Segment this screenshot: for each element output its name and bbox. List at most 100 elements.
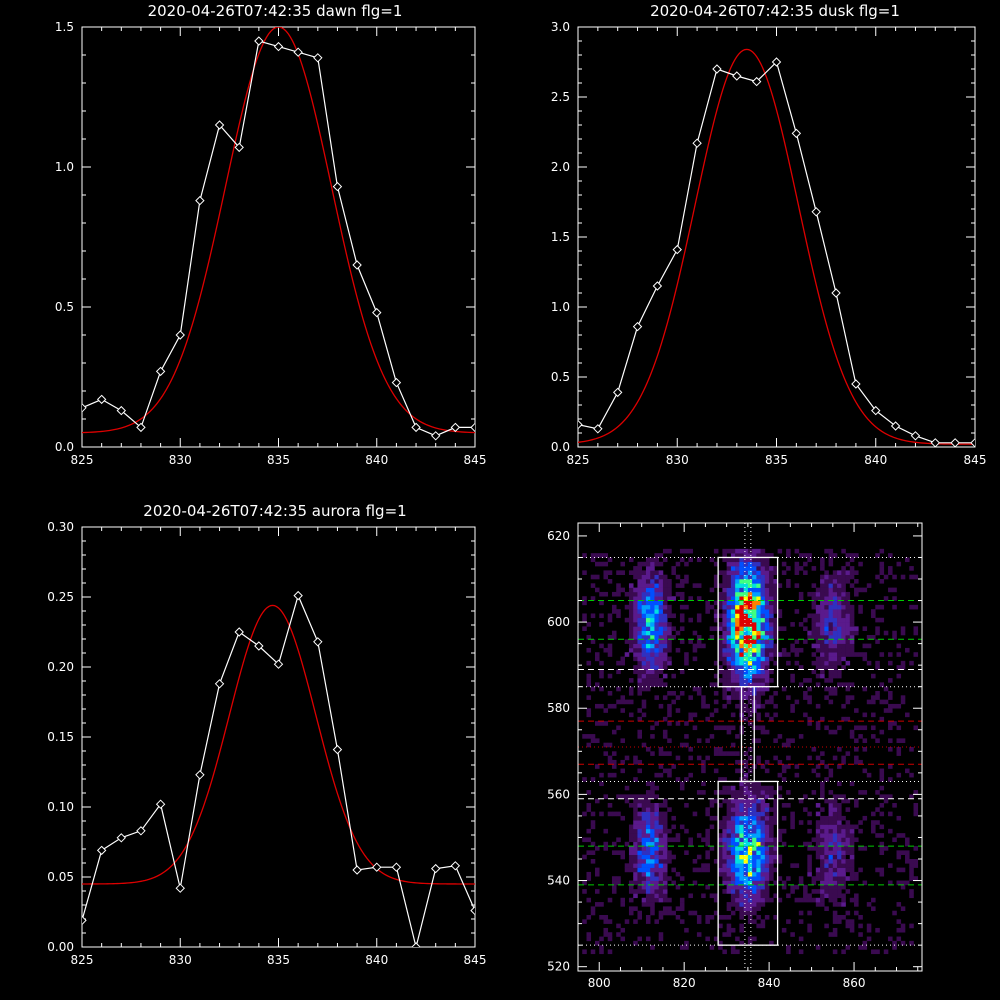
data-point: [96, 394, 107, 405]
heat-cell: [747, 665, 753, 670]
heat-cell: [628, 846, 634, 851]
heat-cell: [820, 635, 825, 640]
heat-cell: [658, 889, 664, 894]
heat-cell: [841, 622, 846, 627]
heat-cell: [747, 660, 753, 666]
heat-cell: [637, 867, 643, 873]
heat-cell: [841, 915, 846, 920]
heat-cell: [722, 846, 727, 851]
heat-cell: [645, 871, 651, 877]
heat-cell: [654, 622, 659, 627]
heat-cell: [633, 807, 638, 812]
heat-cell: [586, 828, 592, 834]
heat-cell: [590, 824, 596, 830]
heat-cell: [888, 721, 893, 726]
heat-cell: [824, 583, 829, 588]
heat-cell: [760, 557, 766, 563]
heat-cell: [645, 639, 651, 644]
heat-cell: [786, 579, 791, 584]
heat-cell: [654, 824, 659, 830]
heat-cell: [841, 902, 846, 907]
heat-cell: [637, 716, 643, 722]
heat-cell: [726, 613, 732, 619]
heat-cell: [667, 738, 672, 743]
heat-cell: [713, 751, 719, 756]
heat-cell: [582, 919, 587, 924]
heat-cell: [896, 738, 902, 743]
heat-cell: [739, 824, 744, 830]
heat-cell: [735, 686, 740, 692]
heat-cell: [633, 833, 638, 838]
heat-cell: [760, 691, 766, 696]
heat-cell: [688, 716, 693, 722]
heat-cell: [624, 617, 630, 623]
heat-cell: [760, 579, 766, 584]
heat-cell: [854, 591, 859, 597]
heat-cell: [739, 630, 744, 636]
heat-cell: [798, 596, 804, 601]
heat-cell: [811, 583, 817, 588]
heat-cell: [769, 794, 774, 799]
heat-cell: [658, 871, 664, 877]
heat-cell: [645, 807, 651, 812]
heat-cell: [824, 850, 829, 855]
heat-cell: [752, 785, 757, 791]
heat-cell: [777, 652, 783, 657]
heat-cell: [845, 716, 851, 722]
heat-cell: [777, 759, 783, 765]
heat-cell: [837, 820, 842, 825]
data-point: [890, 421, 901, 431]
heat-cell: [633, 759, 638, 765]
heat-cell: [654, 587, 659, 593]
y-tick-label: 2.0: [551, 160, 570, 174]
heat-cell: [679, 906, 685, 911]
heat-cell: [764, 871, 770, 877]
heat-cell: [726, 570, 732, 575]
heat-cell: [730, 566, 736, 571]
heat-cell: [611, 703, 617, 709]
heat-cell: [696, 686, 702, 692]
heat-cell: [662, 579, 668, 584]
heat-cell: [752, 919, 757, 924]
heat-cell: [747, 721, 753, 726]
heat-cell: [756, 785, 761, 791]
heat-cell: [662, 617, 668, 623]
heat-cell: [909, 876, 914, 881]
heat-cell: [752, 807, 757, 812]
heat-cell: [662, 557, 668, 563]
heat-cell: [769, 876, 774, 881]
heat-cell: [654, 579, 659, 584]
heat-cell: [641, 712, 647, 718]
heat-cell: [824, 639, 829, 644]
data-point: [950, 438, 960, 447]
heat-cell: [913, 725, 919, 731]
heat-cell: [820, 716, 825, 722]
heat-cell: [837, 871, 842, 877]
heat-cell: [824, 906, 829, 911]
heat-cell: [828, 884, 834, 890]
heat-cell: [696, 613, 702, 619]
heat-cell: [650, 854, 655, 860]
heat-cell: [671, 880, 676, 886]
heat-cell: [832, 656, 838, 662]
heat-cell: [730, 863, 736, 868]
heat-cell: [837, 815, 842, 821]
heat-cell: [624, 652, 630, 657]
heat-cell: [837, 889, 842, 894]
heat-cell: [645, 863, 651, 868]
heat-cell: [824, 863, 829, 868]
heat-cell: [756, 583, 761, 588]
heat-cell: [773, 622, 778, 627]
heat-cell: [786, 695, 791, 700]
heat-cell: [730, 910, 736, 916]
heat-cell: [628, 643, 634, 649]
heat-cell: [637, 936, 643, 942]
heat-cell: [764, 617, 770, 623]
heat-cell: [726, 880, 732, 886]
heat-cell: [820, 626, 825, 631]
heat-cell: [773, 609, 778, 614]
heat-cell: [773, 643, 778, 649]
heat-cell: [803, 561, 808, 567]
heat-cell: [764, 893, 770, 899]
heat-cell: [752, 794, 757, 799]
